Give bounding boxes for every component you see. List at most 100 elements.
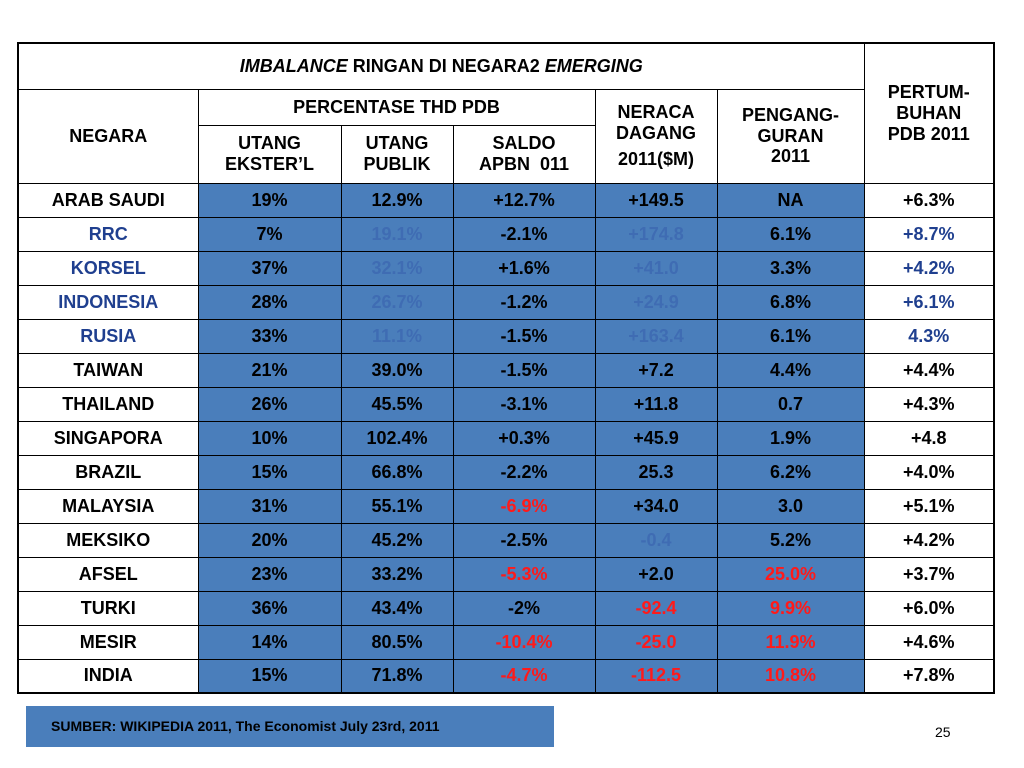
header-saldo-line1: SALDO: [492, 133, 556, 154]
cell-neraca-dagang: +45.9: [594, 420, 718, 456]
cell-pengangguran: NA: [716, 182, 865, 218]
header-pengangguran-line3: 2011: [770, 146, 811, 167]
cell-neraca-dagang: 25.3: [594, 454, 718, 490]
cell-pertumbuhan-pdb: +6.0%: [863, 590, 995, 626]
cell-utang-ekster: 7%: [197, 216, 342, 252]
cell-utang-ekster: 26%: [197, 386, 342, 422]
cell-pengangguran: 9.9%: [716, 590, 865, 626]
cell-pertumbuhan-pdb: +4.2%: [863, 250, 995, 286]
emerging-imbalance-table: IMBALANCE RINGAN DI NEGARA2 EMERGING PER…: [17, 42, 995, 694]
table-row: RRC 7% 19.1% -2.1% +174.8 6.1% +8.7%: [17, 216, 995, 252]
header-neraca-line2: DAGANG: [616, 122, 696, 143]
cell-saldo-apbn: +0.3%: [452, 420, 596, 456]
table-row: MESIR 14% 80.5% -10.4% -25.0 11.9% +4.6%: [17, 624, 995, 660]
cell-neraca-dagang: +34.0: [594, 488, 718, 524]
cell-pengangguran: 3.0: [716, 488, 865, 524]
table-row: RUSIA 33% 11.1% -1.5% +163.4 6.1% 4.3%: [17, 318, 995, 354]
cell-saldo-apbn: -2.1%: [452, 216, 596, 252]
cell-utang-ekster: 10%: [197, 420, 342, 456]
header-pertumbuhan-line1: PERTUM-: [887, 82, 970, 103]
cell-pengangguran: 5.2%: [716, 522, 865, 558]
header-pengangguran-line1: PENGANG-: [741, 104, 839, 125]
cell-country: MALAYSIA: [17, 488, 199, 524]
cell-saldo-apbn: -2.2%: [452, 454, 596, 490]
cell-pertumbuhan-pdb: +8.7%: [863, 216, 995, 252]
table-row: TURKI 36% 43.4% -2% -92.4 9.9% +6.0%: [17, 590, 995, 626]
header-pengangguran: PENGANG- GURAN 2011: [716, 88, 865, 184]
table-row: BRAZIL 15% 66.8% -2.2% 25.3 6.2% +4.0%: [17, 454, 995, 490]
table-row: MEKSIKO 20% 45.2% -2.5% -0.4 5.2% +4.2%: [17, 522, 995, 558]
cell-country: AFSEL: [17, 556, 199, 592]
cell-pengangguran: 3.3%: [716, 250, 865, 286]
cell-saldo-apbn: -6.9%: [452, 488, 596, 524]
cell-saldo-apbn: -3.1%: [452, 386, 596, 422]
cell-utang-ekster: 33%: [197, 318, 342, 354]
header-pertumbuhan-line2: BUHAN: [896, 102, 962, 123]
header-utang-publik: UTANG PUBLIK: [340, 124, 454, 184]
header-pertumbuhan-line3: PDB 2011: [887, 123, 970, 144]
cell-pengangguran: 6.8%: [716, 284, 865, 320]
cell-country: INDONESIA: [17, 284, 199, 320]
header-utang-ekster-line1: UTANG: [238, 133, 301, 154]
header-utang-publik-line2: PUBLIK: [363, 154, 431, 174]
table-row: MALAYSIA 31% 55.1% -6.9% +34.0 3.0 +5.1%: [17, 488, 995, 524]
cell-utang-publik: 12.9%: [340, 182, 454, 218]
cell-country: TAIWAN: [17, 352, 199, 388]
table-row: INDONESIA 28% 26.7% -1.2% +24.9 6.8% +6.1%: [17, 284, 995, 320]
cell-saldo-apbn: -2.5%: [452, 522, 596, 558]
cell-pertumbuhan-pdb: +6.1%: [863, 284, 995, 320]
cell-neraca-dagang: -112.5: [594, 658, 718, 694]
cell-utang-publik: 39.0%: [340, 352, 454, 388]
table-row: KORSEL 37% 32.1% +1.6% +41.0 3.3% +4.2%: [17, 250, 995, 286]
table-row: SINGAPORA 10% 102.4% +0.3% +45.9 1.9% +4.8: [17, 420, 995, 456]
cell-utang-publik: 80.5%: [340, 624, 454, 660]
title-part3: EMERGING: [544, 55, 643, 76]
cell-utang-ekster: 15%: [197, 454, 342, 490]
cell-utang-ekster: 36%: [197, 590, 342, 626]
cell-utang-publik: 33.2%: [340, 556, 454, 592]
header-utang-ekster: UTANG EKSTER’L: [197, 124, 342, 184]
cell-saldo-apbn: -4.7%: [452, 658, 596, 694]
cell-pertumbuhan-pdb: 4.3%: [863, 318, 995, 354]
cell-utang-publik: 11.1%: [340, 318, 454, 354]
table-title: IMBALANCE RINGAN DI NEGARA2 EMERGING: [17, 42, 865, 90]
cell-country: INDIA: [17, 658, 199, 694]
cell-neraca-dagang: -25.0: [594, 624, 718, 660]
header-saldo-line2: APBN 011: [478, 154, 570, 174]
cell-pengangguran: 10.8%: [716, 658, 865, 694]
cell-utang-ekster: 19%: [197, 182, 342, 218]
header-negara: NEGARA: [17, 88, 199, 184]
cell-neraca-dagang: +24.9: [594, 284, 718, 320]
cell-neraca-dagang: +2.0: [594, 556, 718, 592]
cell-pengangguran: 6.2%: [716, 454, 865, 490]
cell-pengangguran: 6.1%: [716, 318, 865, 354]
cell-utang-ekster: 23%: [197, 556, 342, 592]
cell-country: KORSEL: [17, 250, 199, 286]
cell-utang-ekster: 28%: [197, 284, 342, 320]
cell-saldo-apbn: -10.4%: [452, 624, 596, 660]
cell-pertumbuhan-pdb: +4.4%: [863, 352, 995, 388]
cell-utang-ekster: 15%: [197, 658, 342, 694]
header-utang-publik-line1: UTANG: [365, 133, 429, 154]
cell-utang-publik: 45.2%: [340, 522, 454, 558]
cell-neraca-dagang: +174.8: [594, 216, 718, 252]
cell-saldo-apbn: -2%: [452, 590, 596, 626]
header-utang-ekster-line2: EKSTER’L: [224, 154, 314, 174]
cell-utang-ekster: 14%: [197, 624, 342, 660]
table-row: AFSEL 23% 33.2% -5.3% +2.0 25.0% +3.7%: [17, 556, 995, 592]
cell-pertumbuhan-pdb: +5.1%: [863, 488, 995, 524]
cell-pengangguran: 6.1%: [716, 216, 865, 252]
cell-country: RRC: [17, 216, 199, 252]
table-row: INDIA 15% 71.8% -4.7% -112.5 10.8% +7.8%: [17, 658, 995, 694]
cell-utang-publik: 26.7%: [340, 284, 454, 320]
header-neraca-line1: NERACA: [617, 101, 695, 122]
header-neraca-line3: 2011($M): [617, 149, 695, 170]
cell-neraca-dagang: +163.4: [594, 318, 718, 354]
cell-pertumbuhan-pdb: +4.2%: [863, 522, 995, 558]
header-percentase: PERCENTASE THD PDB: [197, 88, 596, 126]
cell-utang-publik: 71.8%: [340, 658, 454, 694]
cell-neraca-dagang: -0.4: [594, 522, 718, 558]
cell-pertumbuhan-pdb: +4.8: [863, 420, 995, 456]
cell-country: ARAB SAUDI: [17, 182, 199, 218]
header-neraca-dagang: NERACA DAGANG 2011($M): [594, 88, 718, 184]
